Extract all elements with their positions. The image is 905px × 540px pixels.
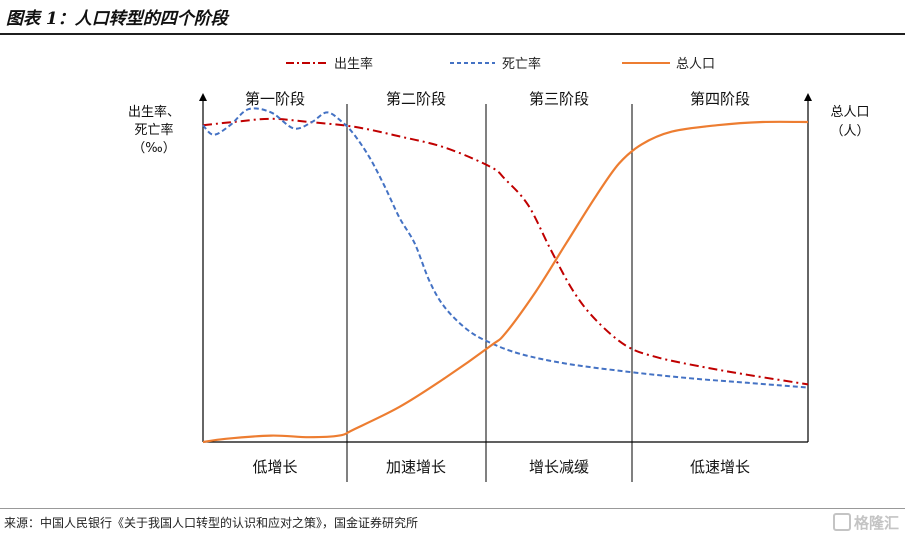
legend-label-population: 总人口 xyxy=(676,57,715,72)
chart-svg: 出生率 死亡率 总人口 第一阶段 第二阶段 第三阶段 第四阶段 低增长 加速增长… xyxy=(128,56,870,482)
title-rule xyxy=(0,33,905,35)
phase-name-4: 第四阶段 xyxy=(690,90,750,108)
phase-name-2: 第二阶段 xyxy=(386,90,446,108)
series-line-birth-rate xyxy=(202,117,809,386)
source-note: 来源：中国人民银行《关于我国人口转型的认识和应对之策》，国金证券研究所 xyxy=(4,516,419,530)
phase-name-3: 第三阶段 xyxy=(529,90,589,108)
series-line-death-rate xyxy=(202,107,809,389)
growth-label-2: 加速增长 xyxy=(386,458,446,476)
left-axis-label-line2: 死亡率 xyxy=(134,122,173,138)
footer-rule xyxy=(0,508,905,509)
series-line-total-population xyxy=(202,120,809,444)
growth-label-1: 低增长 xyxy=(252,458,297,476)
watermark-logo-icon xyxy=(832,513,851,531)
right-axis-label-line1: 总人口 xyxy=(830,105,869,120)
figure-title: 图表 1：人口转型的四个阶段 xyxy=(6,9,228,29)
watermark: 格隆汇 xyxy=(832,512,899,533)
growth-label-3: 增长减缓 xyxy=(529,458,589,476)
legend-item-birth: 出生率 xyxy=(286,56,373,72)
legend-item-death: 死亡率 xyxy=(450,56,541,72)
legend: 出生率 死亡率 总人口 xyxy=(286,56,715,72)
phase-name-1: 第一阶段 xyxy=(245,90,305,108)
left-axis-label-line1: 出生率、 xyxy=(128,104,180,120)
legend-label-death: 死亡率 xyxy=(502,56,541,72)
right-axis-label-line2: （人） xyxy=(830,124,869,139)
watermark-text: 格隆汇 xyxy=(853,514,899,532)
legend-label-birth: 出生率 xyxy=(334,56,373,72)
growth-label-4: 低速增长 xyxy=(690,458,750,476)
legend-item-population: 总人口 xyxy=(622,57,715,72)
left-axis-label-line3: （‰） xyxy=(132,141,175,156)
